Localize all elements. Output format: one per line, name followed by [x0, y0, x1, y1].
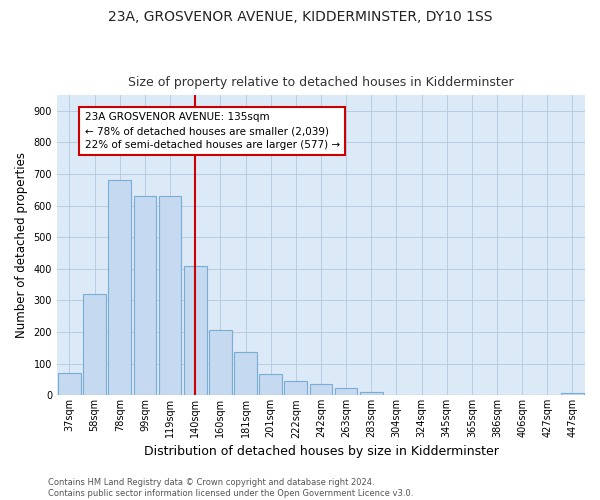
Bar: [109, 180, 131, 396]
X-axis label: Distribution of detached houses by size in Kidderminster: Distribution of detached houses by size …: [143, 444, 499, 458]
Text: 23A, GROSVENOR AVENUE, KIDDERMINSTER, DY10 1SS: 23A, GROSVENOR AVENUE, KIDDERMINSTER, DY…: [108, 10, 492, 24]
Text: 23A GROSVENOR AVENUE: 135sqm
← 78% of detached houses are smaller (2,039)
22% of: 23A GROSVENOR AVENUE: 135sqm ← 78% of de…: [85, 112, 340, 150]
Bar: [561, 392, 584, 396]
Bar: [184, 266, 206, 396]
Bar: [159, 196, 181, 396]
Bar: [284, 381, 307, 396]
Bar: [234, 352, 257, 396]
Bar: [335, 388, 358, 396]
Y-axis label: Number of detached properties: Number of detached properties: [15, 152, 28, 338]
Bar: [134, 196, 156, 396]
Bar: [209, 330, 232, 396]
Bar: [58, 373, 81, 396]
Title: Size of property relative to detached houses in Kidderminster: Size of property relative to detached ho…: [128, 76, 514, 90]
Bar: [83, 294, 106, 396]
Bar: [360, 392, 383, 396]
Text: Contains HM Land Registry data © Crown copyright and database right 2024.
Contai: Contains HM Land Registry data © Crown c…: [48, 478, 413, 498]
Bar: [310, 384, 332, 396]
Bar: [259, 374, 282, 396]
